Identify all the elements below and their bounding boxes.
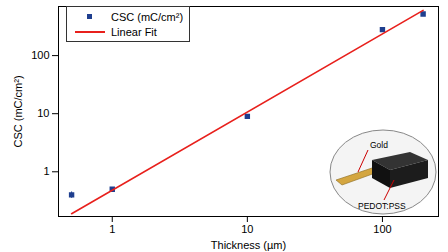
html-text:Linear Fit: Linear Fit [111,25,157,38]
svg-text:CSC (mC/cm²): CSC (mC/cm²) [12,75,24,147]
svg-text:1: 1 [109,223,115,235]
svg-text:10: 10 [37,107,49,119]
svg-text:100: 100 [31,49,49,61]
svg-text:PEDOT:PSS: PEDOT:PSS [358,201,406,211]
svg-text:Gold: Gold [370,140,388,150]
svg-text:10: 10 [241,223,253,235]
svg-text:1: 1 [43,165,49,177]
html-text:CSC (mC/cm²): CSC (mC/cm²) [111,10,184,23]
svg-text:100: 100 [373,223,391,235]
svg-text:Thickness (µm): Thickness (µm) [211,239,286,251]
